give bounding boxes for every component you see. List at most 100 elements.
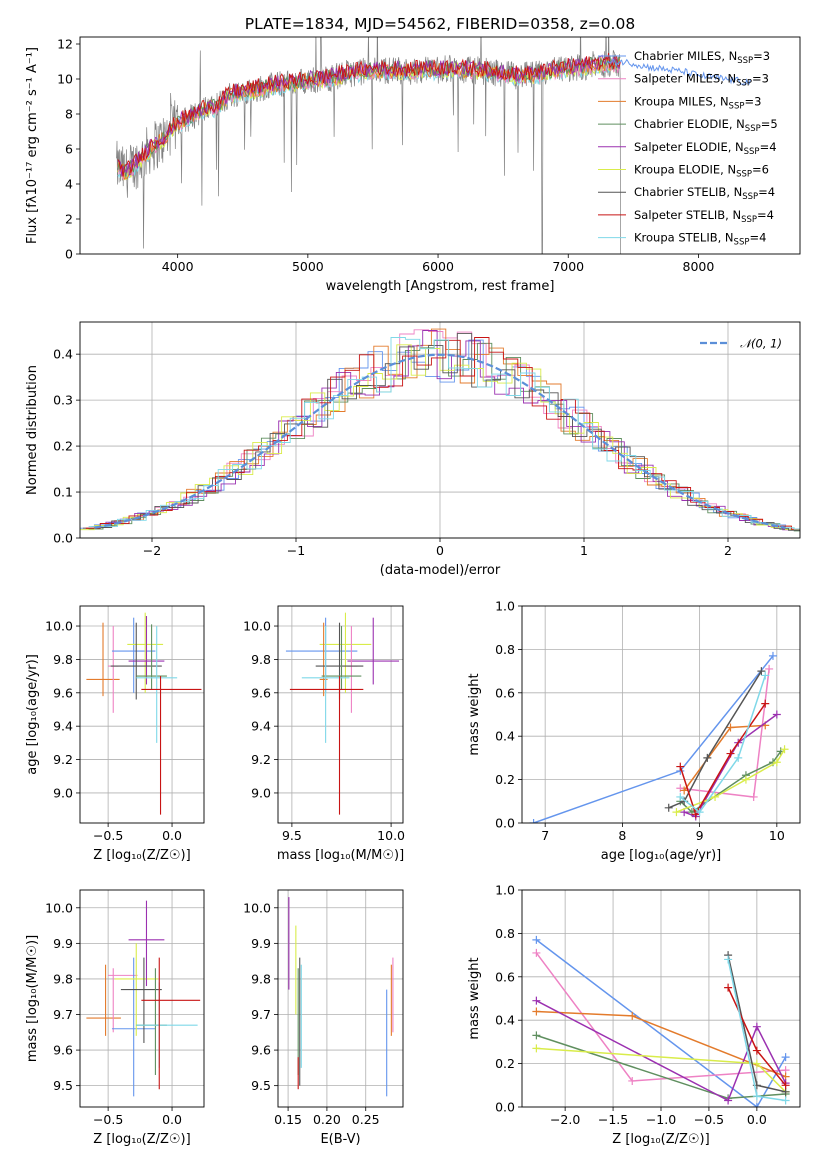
x-tick-label: 6000 <box>422 259 454 274</box>
y-axis-label: age [log₁₀(age/yr)] <box>25 654 40 775</box>
legend-label: Chabrier ELODIE, NSSP=5 <box>634 117 778 134</box>
weight-line-kroupa-stelib <box>679 675 767 814</box>
weight-marker <box>532 948 541 957</box>
y-tick-label: 10 <box>57 72 73 87</box>
legend-value: =3 <box>752 72 769 86</box>
weight-line-kroupa-miles <box>683 724 766 791</box>
y-tick-label: 0.2 <box>495 1056 515 1071</box>
weight-marker <box>726 723 735 732</box>
x-tick-label: −2 <box>143 543 161 558</box>
weight-marker <box>532 1007 541 1016</box>
weight-marker <box>772 758 781 767</box>
legend-value: =4 <box>757 208 774 222</box>
y-tick-label: 9.6 <box>251 1043 271 1058</box>
x-tick-label: 0.0 <box>162 1112 182 1127</box>
data-spectrum <box>116 37 622 254</box>
y-tick-label: 8 <box>65 107 73 122</box>
weight-marker <box>680 786 689 795</box>
y-tick-label: 0.8 <box>495 926 515 941</box>
x-tick-label: −0.5 <box>694 1112 724 1127</box>
chart-2: −2 −1 0 1 2 0.0 0.1 0.2 0.3 0.4 (data-model)/error… <box>25 321 801 578</box>
x-axis-label: E(B-V) <box>320 1132 360 1147</box>
model-spectrum-chabrier-miles <box>606 58 751 86</box>
y-tick-label: 0.3 <box>53 393 73 408</box>
y-tick-label: 0.0 <box>53 531 73 546</box>
y-tick-label: 9.6 <box>53 1043 73 1058</box>
x-tick-label: 1 <box>580 543 588 558</box>
plot-area <box>529 651 789 823</box>
x-tick-label: −0.5 <box>93 828 123 843</box>
y-tick-label: 0.4 <box>495 1013 515 1028</box>
weight-line-chabrier-miles <box>533 655 774 823</box>
axes-frame <box>521 889 801 1108</box>
x-axis-label: Z [log₁₀(Z/Z☉)] <box>612 1132 709 1147</box>
y-tick-label: 9.5 <box>251 1078 271 1093</box>
weight-marker <box>761 699 770 708</box>
y-tick-label: 0.8 <box>495 642 515 657</box>
legend-label: Chabrier STELIB, NSSP=4 <box>634 185 775 202</box>
y-tick-label: 0.4 <box>53 347 73 362</box>
x-tick-label: 4000 <box>162 259 194 274</box>
weight-line-salpeter-elodie <box>536 1000 787 1102</box>
weight-marker <box>752 1059 761 1068</box>
chart-8: −2.0 −1.5 −1.0 −0.5 0.0 0.0 0.2 0.4 0.6 0.8 1.0 Z [… <box>467 883 801 1147</box>
legend-label: Kroupa MILES, NSSP=3 <box>634 94 761 111</box>
legend-label: Kroupa ELODIE, NSSP=6 <box>634 163 769 180</box>
x-tick-label: 7 <box>541 828 549 843</box>
legend-subscript: SSP <box>745 124 761 134</box>
legend-subscript: SSP <box>729 101 745 111</box>
weight-marker <box>752 1046 761 1055</box>
x-tick-label: 8 <box>618 828 626 843</box>
x-tick-label: 10 <box>769 828 785 843</box>
weight-marker <box>672 808 681 817</box>
weight-marker <box>726 749 735 758</box>
weight-marker <box>761 671 770 680</box>
legend-subscript: SSP <box>742 192 758 202</box>
axes-frame <box>79 889 205 1108</box>
legend-label: 𝒩(0, 1) <box>740 337 782 351</box>
y-tick-label: 10.0 <box>243 900 271 915</box>
x-tick-label: −1.0 <box>646 1112 676 1127</box>
x-tick-label: −0.5 <box>93 1112 123 1127</box>
weight-marker <box>532 1044 541 1053</box>
histogram-salpeter-stelib <box>85 337 800 530</box>
x-tick-label: −1 <box>287 543 305 558</box>
y-axis-label: mass [log₁₀(M/M☉)] <box>25 935 40 1062</box>
y-tick-label: 10.0 <box>243 619 271 634</box>
y-tick-label: 0.2 <box>495 772 515 787</box>
y-tick-label: 1.0 <box>495 599 515 614</box>
y-tick-label: 9.9 <box>53 936 73 951</box>
y-tick-label: 9.7 <box>53 1007 73 1022</box>
y-tick-label: 9.6 <box>251 685 271 700</box>
plot-area <box>532 935 790 1107</box>
weight-marker <box>752 1092 761 1101</box>
legend-value: =3 <box>753 49 770 63</box>
weight-marker <box>676 792 685 801</box>
weight-marker <box>757 667 766 676</box>
weight-marker <box>711 792 720 801</box>
weight-marker <box>724 1096 733 1105</box>
weight-marker <box>695 808 704 817</box>
weight-marker <box>532 1031 541 1040</box>
x-tick-label: 9 <box>696 828 704 843</box>
x-tick-label: 0.25 <box>352 1112 380 1127</box>
y-tick-label: 9.6 <box>53 685 73 700</box>
weight-line-salpeter-elodie <box>683 713 778 818</box>
weight-marker <box>664 803 673 812</box>
y-axis-label: mass weight <box>467 673 482 755</box>
y-tick-label: 9.2 <box>53 752 73 767</box>
y-tick-label: 9.0 <box>251 785 271 800</box>
y-tick-label: 4 <box>65 177 73 192</box>
y-tick-label: 9.5 <box>53 1078 73 1093</box>
x-axis-label: wavelength [Angstrom, rest frame] <box>326 279 555 294</box>
chart-1: 4000 5000 6000 7000 8000 0 2 4 6 8 10 12 wavelength … <box>25 37 801 294</box>
plot-area <box>288 897 394 1097</box>
legend-subscript: SSP <box>736 170 752 180</box>
weight-line-salpeter-stelib <box>679 703 766 817</box>
y-tick-label: 0.0 <box>495 816 515 831</box>
histogram-kroupa-elodie <box>80 344 800 531</box>
plot-area <box>116 37 751 254</box>
normal-curve <box>94 353 786 529</box>
weight-line-chabrier-stelib <box>668 670 763 809</box>
